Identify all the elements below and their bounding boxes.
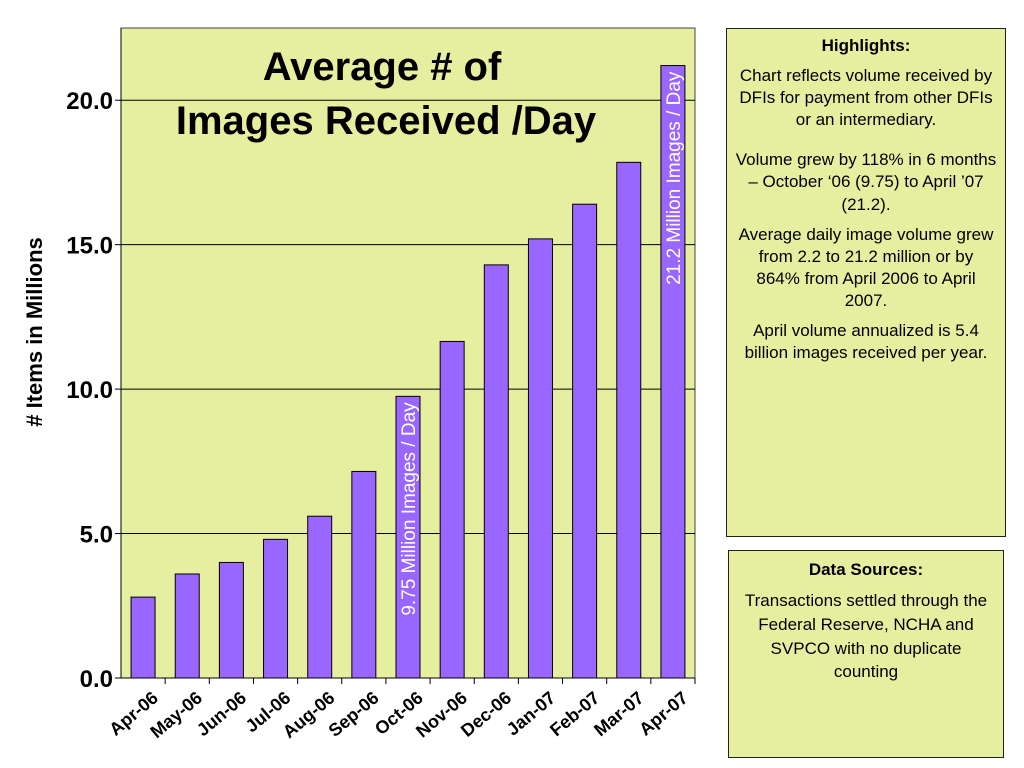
chart-title-line2: Images Received /Day	[176, 99, 597, 143]
bar-aug-06	[307, 515, 333, 679]
chart-title-line1: Average # of	[263, 45, 502, 89]
bar-jun-06	[218, 561, 244, 679]
x-tick-label: Apr-07	[635, 688, 692, 740]
x-tick-label: Mar-07	[590, 688, 647, 741]
y-tick-label: 0.0	[80, 666, 113, 693]
bar-may-06	[174, 573, 200, 679]
bar-sep-06	[351, 470, 377, 679]
bar-oct-06	[395, 395, 421, 679]
data-sources-panel: Data Sources: Transactions settled throu…	[728, 550, 1004, 758]
x-tick-label: Sep-06	[325, 688, 383, 741]
bar-jul-06	[263, 538, 289, 679]
bar-feb-07	[572, 203, 598, 679]
x-tick-label: Nov-06	[412, 688, 471, 742]
y-tick-label: 15.0	[66, 233, 113, 260]
x-tick-label: Jun-06	[193, 688, 250, 741]
bar-jan-07	[527, 238, 553, 679]
highlights-panel: Highlights: Chart reflects volume receiv…	[726, 28, 1006, 537]
bar-apr-07	[660, 65, 686, 679]
bar-annotation: 21.2 Million Images / Day	[664, 71, 685, 285]
y-tick-label: 20.0	[66, 88, 113, 115]
bar-mar-07	[616, 161, 642, 679]
x-tick-label: Feb-07	[546, 688, 603, 741]
highlight-paragraph: April volume annualized is 5.4 billion i…	[744, 321, 988, 363]
bar-annotation: 9.75 Million Images / Day	[399, 402, 420, 616]
x-tick-label: Dec-06	[457, 688, 515, 741]
bar-apr-06	[130, 596, 156, 679]
data-sources-title: Data Sources:	[808, 560, 924, 579]
bar-nov-06	[439, 340, 465, 679]
y-axis-label: # Items in Millions	[22, 237, 47, 426]
highlight-paragraph: Average daily image volume grew from 2.2…	[738, 224, 994, 310]
y-tick-label: 10.0	[66, 377, 113, 404]
highlights-title: Highlights:	[821, 36, 911, 55]
highlight-paragraph: Volume grew by 118% in 6 months – Octobe…	[735, 150, 997, 214]
highlight-paragraph: Chart reflects volume received by DFIs f…	[739, 66, 993, 130]
y-tick-label: 5.0	[80, 522, 113, 549]
data-sources-text: Transactions settled through the Federal…	[744, 591, 988, 682]
bar-dec-06	[483, 264, 509, 679]
